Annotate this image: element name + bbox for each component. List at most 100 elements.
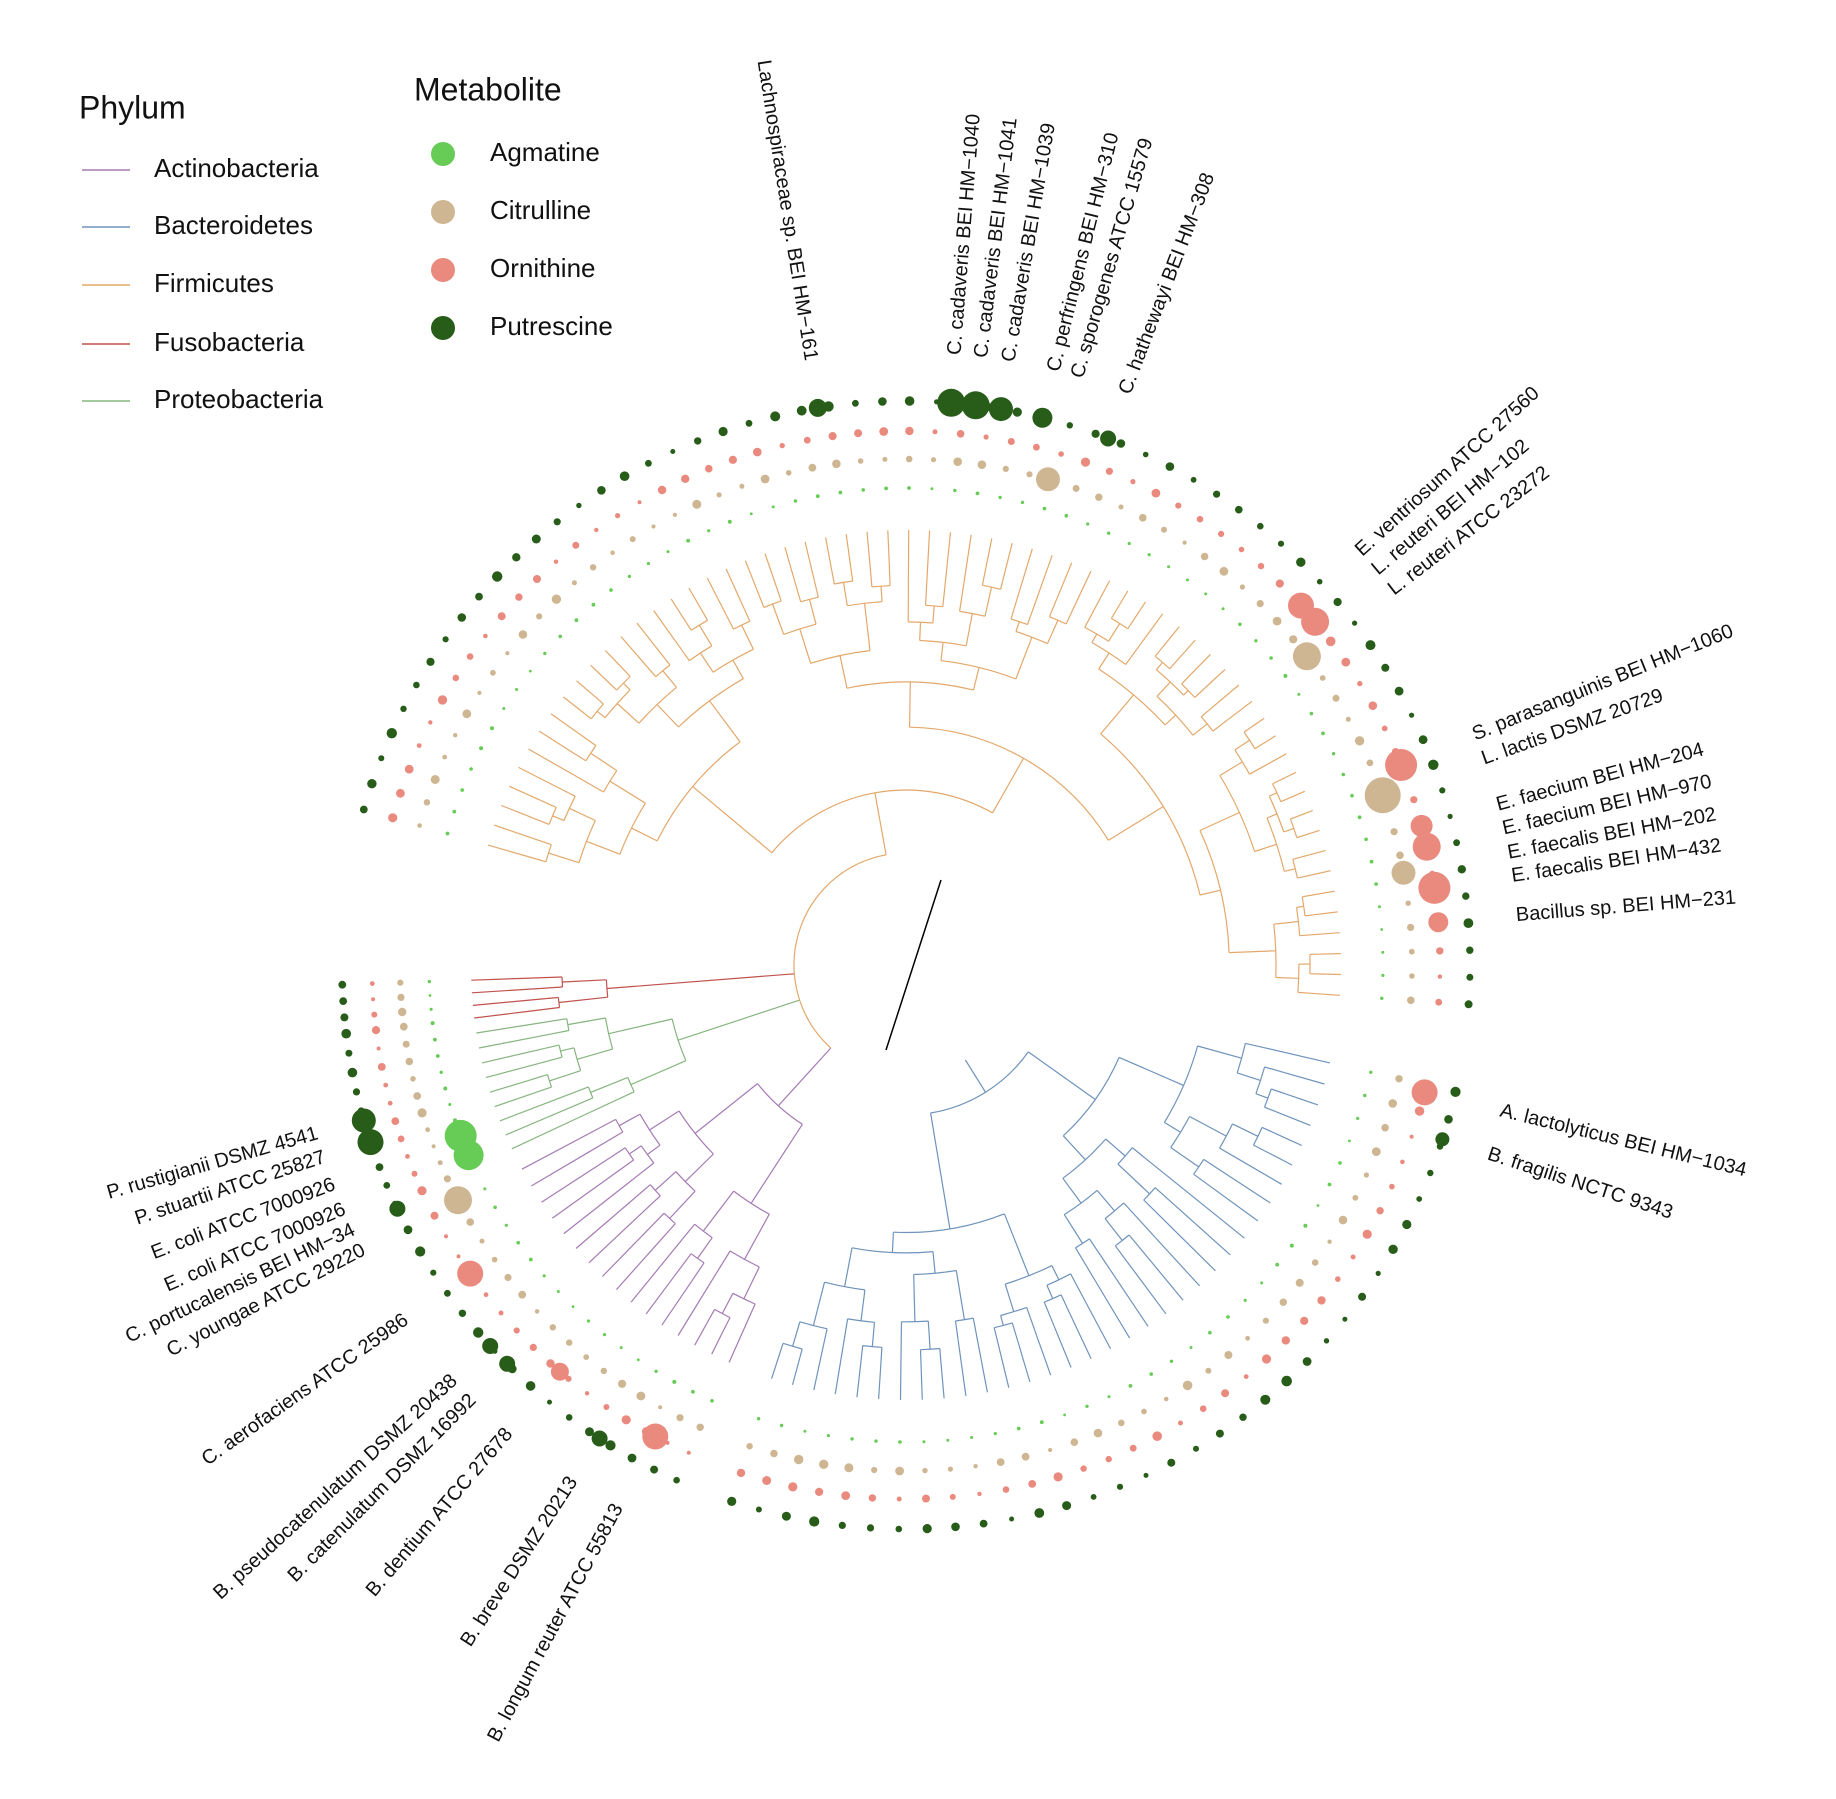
metabolite-dot (694, 437, 701, 444)
branch (1281, 799, 1286, 801)
metabolite-dot (1186, 578, 1189, 581)
metabolite-dot (1296, 1279, 1304, 1287)
branch (530, 987, 562, 989)
branch (1311, 871, 1330, 875)
metabolite-dot (483, 1187, 486, 1190)
metabolite-dot (1054, 1472, 1063, 1481)
branch (1109, 807, 1164, 841)
branch (692, 1263, 704, 1281)
metabolite-dot (341, 1029, 351, 1039)
metabolite-dot (651, 524, 655, 528)
metabolite-dot (1381, 974, 1384, 977)
branch (846, 534, 851, 570)
metabolite-dot (1317, 1296, 1325, 1304)
metabolite-dot (391, 1117, 399, 1125)
metabolite-dot (1338, 1161, 1342, 1165)
branch (678, 1000, 800, 1040)
metabolite-dot (1358, 815, 1362, 819)
branch (940, 1349, 941, 1364)
metabolite-dot (1240, 584, 1245, 589)
metabolite-dot (592, 603, 596, 607)
branch (533, 838, 552, 844)
branch (476, 1023, 539, 1033)
metabolite-dot (1081, 458, 1090, 467)
metabolite-dot (1352, 621, 1357, 626)
branch (687, 623, 692, 630)
branch (773, 604, 784, 634)
metabolite-dot (1396, 852, 1404, 860)
metabolite-dot (552, 595, 561, 604)
metabolite-dot (727, 1497, 736, 1506)
branch (665, 659, 670, 665)
metabolite-dot (1389, 1184, 1395, 1190)
metabolite-dot (728, 520, 732, 524)
branch (629, 1146, 641, 1154)
branch (1271, 1089, 1286, 1094)
metabolite-dot (1328, 1183, 1332, 1187)
metabolite-dot (432, 1144, 436, 1148)
leaf-label: C. portucalensis BEI HM−34 (122, 1219, 359, 1348)
branch (1063, 1178, 1081, 1203)
metabolite-dot (1254, 639, 1257, 642)
branch (471, 978, 533, 980)
metabolite-dot (896, 1526, 903, 1533)
metabolite-dot (780, 443, 785, 448)
metabolite-dot (1095, 494, 1102, 501)
branch (1220, 762, 1243, 776)
metabolite-dot (739, 484, 744, 489)
branch (1311, 933, 1340, 935)
metabolite-dot (431, 1021, 435, 1025)
leaf-label: B. longum reuter ATCC 55813 (483, 1500, 628, 1746)
metabolite-dot (405, 1154, 410, 1159)
metabolite-dot (1141, 1409, 1147, 1415)
metabolite-dot (1465, 1000, 1473, 1008)
metabolite-dot (1392, 861, 1416, 885)
branch (1001, 1316, 1004, 1326)
metabolite-dot (1427, 1170, 1433, 1176)
branch (745, 1214, 770, 1259)
metabolite-dot (443, 636, 449, 642)
branch (562, 980, 606, 982)
metabolite-dot (601, 1368, 607, 1374)
metabolite-dot (505, 651, 509, 655)
metabolite-dot (1175, 503, 1181, 509)
metabolite-dot (832, 460, 841, 469)
metabolite-dot (1391, 828, 1398, 835)
metabolite-dot (412, 1171, 418, 1177)
metabolite-dot (618, 1380, 626, 1388)
metabolite-dot (530, 1344, 537, 1351)
metabolite-dot (620, 471, 630, 481)
metabolite-dot (1301, 608, 1329, 636)
branch (1052, 1266, 1059, 1280)
metabolite-dot (1216, 1430, 1224, 1438)
branch (1111, 608, 1118, 619)
branch (870, 567, 872, 587)
metabolite-dot (417, 1186, 426, 1195)
metabolite-dot (1021, 501, 1024, 504)
metabolite-dot (512, 553, 520, 561)
metabolite-dot (430, 1270, 436, 1276)
metabolite-dot (493, 1206, 497, 1210)
branch (577, 681, 599, 700)
metabolite-dot (1273, 617, 1282, 626)
metabolite-dot (869, 1494, 876, 1501)
metabolite-dot (1239, 1414, 1246, 1421)
metabolite-dot (1327, 1240, 1331, 1244)
metabolite-dot (429, 994, 432, 997)
metabolite-dot (482, 1338, 498, 1354)
metabolite-dot (878, 397, 887, 406)
metabolite-dot (681, 475, 689, 483)
metabolite-dot (620, 1346, 623, 1349)
branch (1076, 1248, 1096, 1281)
metabolite-dot (1412, 1079, 1438, 1105)
branch (1177, 640, 1195, 660)
metabolite-dot (592, 1431, 608, 1447)
metabolite-dot (1436, 947, 1443, 954)
metabolite-dot (1366, 640, 1376, 650)
metabolite-dot (1166, 462, 1175, 471)
branch (941, 642, 943, 660)
branch (722, 1293, 733, 1313)
branch (892, 1232, 893, 1252)
metabolite-dot (1303, 1224, 1307, 1228)
